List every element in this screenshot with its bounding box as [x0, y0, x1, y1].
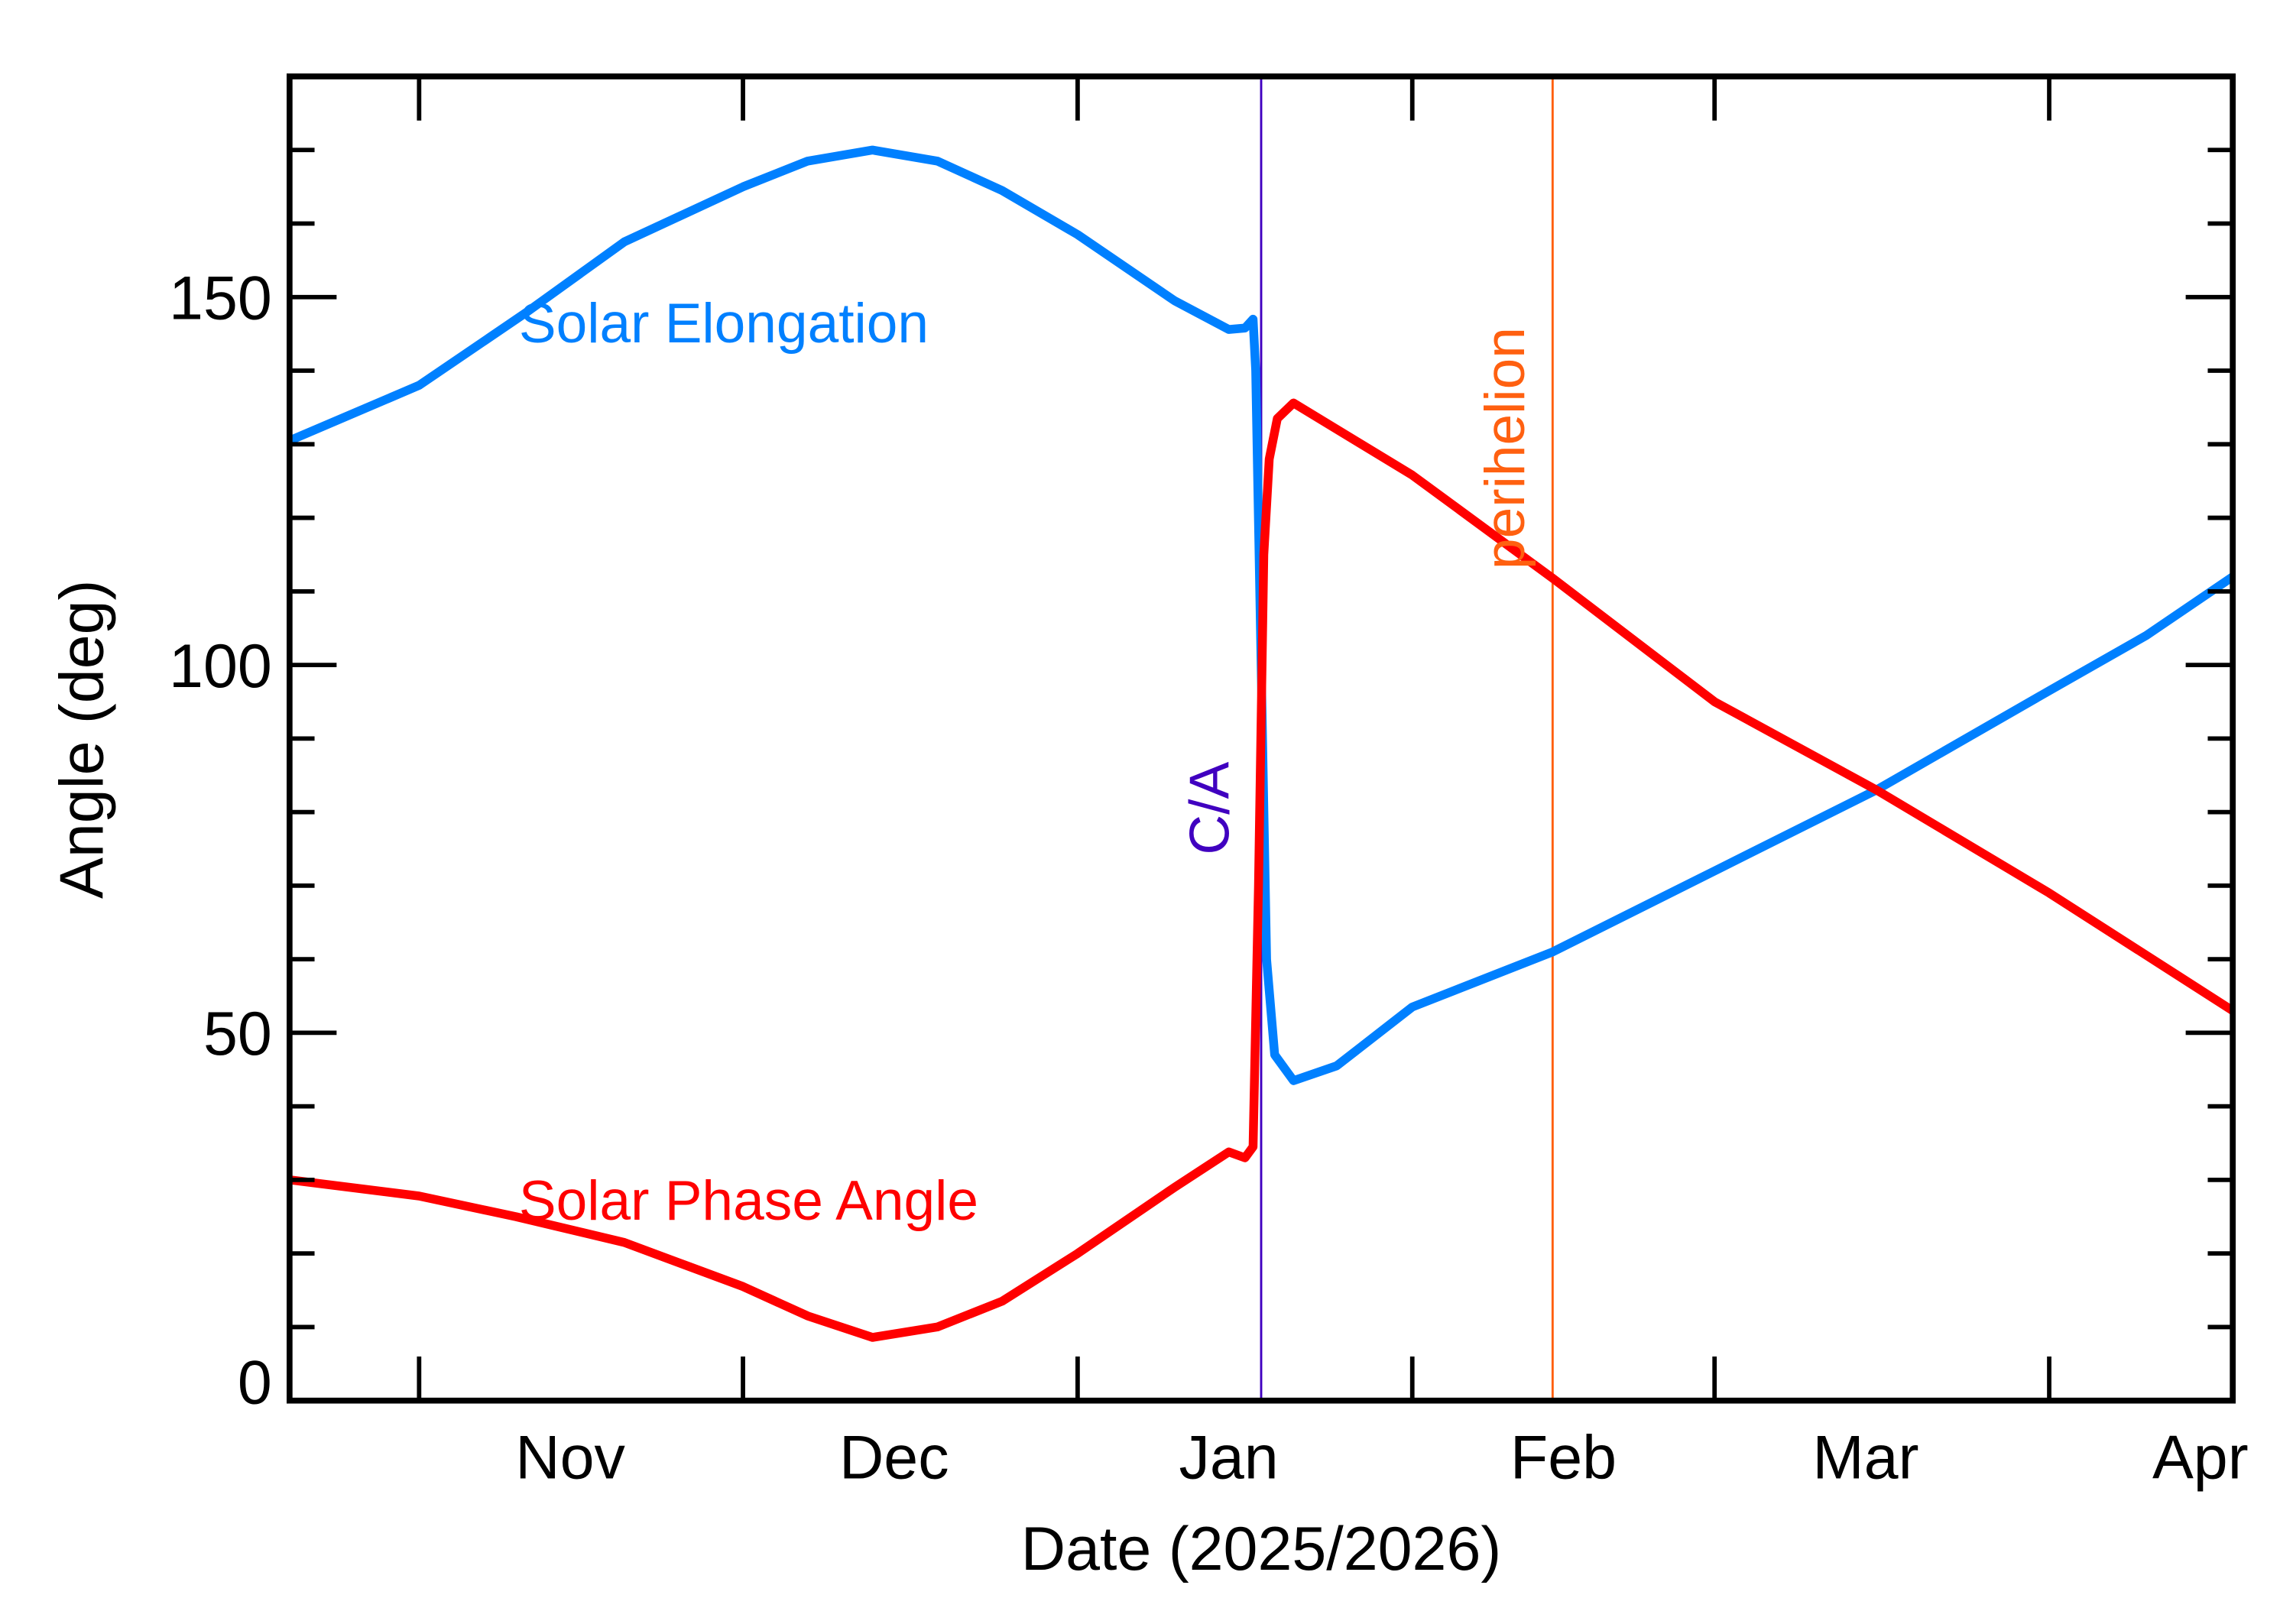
x-tick-label: Nov [515, 1424, 625, 1493]
series-label-solar-elongation: Solar Elongation [519, 293, 929, 355]
y-tick-label: 0 [238, 1349, 272, 1418]
annotation-label-perihelion: perihelion [1474, 327, 1536, 569]
series-group [287, 145, 2236, 1342]
series-line-solar-elongation [287, 145, 2236, 1085]
series-line-solar-phase-angle [289, 398, 2236, 1342]
x-tick-labels: Nov Dec Jan Feb Mar Apr [515, 1424, 2248, 1493]
x-axis-title: Date (2025/2026) [1021, 1515, 1502, 1583]
y-tick-labels: 0 50 100 150 [169, 264, 272, 1418]
series-label-solar-phase-angle: Solar Phase Angle [519, 1170, 978, 1232]
x-tick-label: Dec [839, 1424, 949, 1493]
y-tick-label: 50 [203, 1000, 272, 1068]
y-axis-title: Angle (deg) [48, 580, 117, 899]
annotation-lines [1260, 76, 1554, 1401]
ticks [289, 76, 2233, 1401]
x-tick-label: Mar [1812, 1424, 1918, 1493]
y-tick-label: 100 [169, 632, 272, 701]
plot-frame [287, 73, 2236, 1404]
x-tick-label: Feb [1510, 1424, 1617, 1493]
x-tick-label: Apr [2152, 1424, 2249, 1493]
y-tick-label: 150 [169, 264, 272, 333]
annotation-label-ca: C/A [1179, 762, 1241, 855]
x-tick-label: Jan [1179, 1424, 1279, 1493]
